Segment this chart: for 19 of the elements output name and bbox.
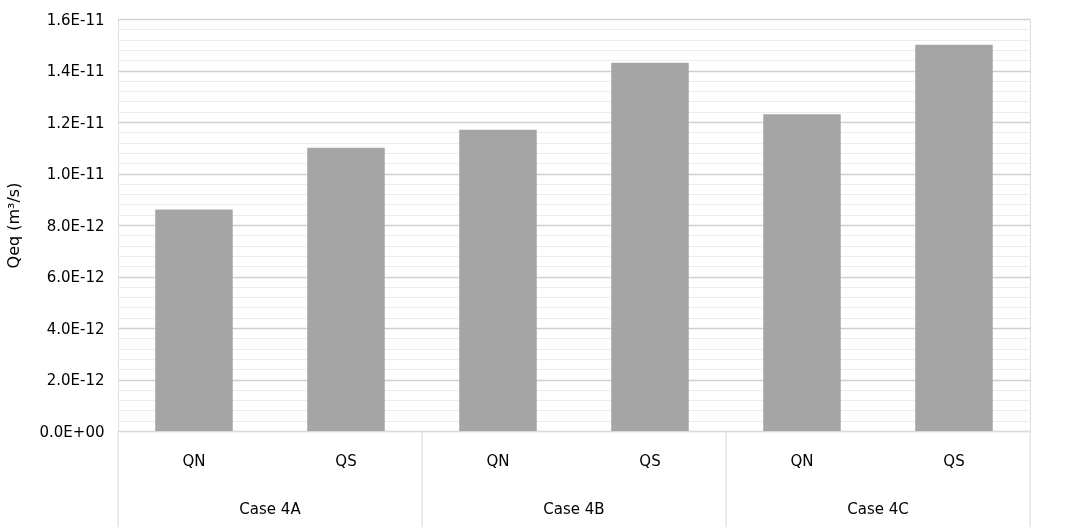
- text: Case 4C: [847, 500, 909, 518]
- y-tick-label: 6.0E-12: [46, 268, 105, 286]
- y-tick-label: 1.4E-11: [46, 62, 105, 80]
- text: Case 4B: [543, 500, 605, 518]
- x-tick-label: QS: [639, 451, 661, 470]
- text: Case 4A: [239, 500, 302, 518]
- y-tick-label: 1.0E-11: [46, 165, 105, 183]
- y-tick-label: 0.0E+00: [39, 422, 105, 441]
- y-axis-title: Qeq (m³/s): [3, 182, 23, 269]
- y-tick-label: 1.6E-11: [46, 10, 105, 29]
- x-tick-label: QN: [182, 451, 206, 470]
- y-tick-label: 4.0E-12: [46, 319, 105, 338]
- x-tick-label: QN: [486, 451, 510, 470]
- y-tick-label: 2.0E-12: [46, 371, 105, 389]
- y-tick-label: 8.0E-12: [46, 216, 105, 235]
- x-tick-label: QS: [943, 451, 965, 470]
- x-tick-label: QS: [335, 451, 357, 470]
- y-tick-label: 1.2E-11: [46, 113, 105, 132]
- x-tick-label: QN: [790, 451, 814, 470]
